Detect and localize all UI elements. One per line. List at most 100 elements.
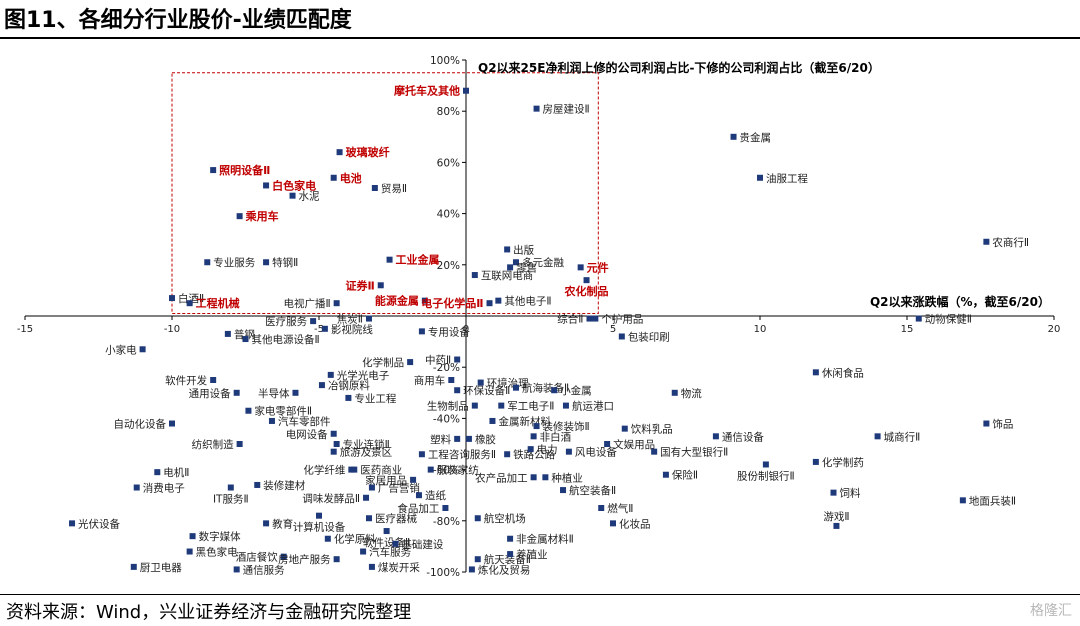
data-label: 饰品 <box>992 418 1013 431</box>
data-point <box>363 494 370 501</box>
data-point <box>598 505 605 511</box>
data-label: 生物制品 <box>427 400 469 413</box>
data-label: 化学纤维 <box>303 464 345 477</box>
data-point <box>336 149 343 156</box>
data-label: 航运港口 <box>572 400 614 413</box>
data-point <box>454 387 461 394</box>
data-point <box>427 466 434 473</box>
data-label: 造纸 <box>425 489 446 502</box>
y-tick-label: 20% <box>437 260 460 272</box>
data-label: 航海装备Ⅱ <box>522 382 569 395</box>
data-label: 服装家纺 <box>437 464 479 477</box>
data-point <box>463 87 469 94</box>
data-point <box>874 433 881 440</box>
data-label: 航空机场 <box>484 512 526 525</box>
x-tick-label: 10 <box>754 324 767 335</box>
data-label: 个护用品 <box>601 313 643 326</box>
data-label: 互联网电商 <box>481 269 534 282</box>
data-point <box>377 282 384 289</box>
data-label: 游戏Ⅱ <box>823 510 849 523</box>
data-label: 软件开发 <box>165 374 207 387</box>
data-point <box>712 433 719 440</box>
data-point <box>368 563 375 570</box>
data-point <box>224 330 231 337</box>
data-label: 房屋建设Ⅱ <box>543 103 590 116</box>
data-point <box>959 497 966 504</box>
data-label: 农产品加工 <box>475 471 528 484</box>
data-point <box>833 522 840 529</box>
data-label: 煤炭开采 <box>378 561 420 574</box>
data-label: 股份制银行Ⅱ <box>737 469 795 482</box>
data-label: 汽车服务 <box>369 546 411 559</box>
data-label: 影视院线 <box>331 323 373 336</box>
x-tick-label: -5 <box>314 324 324 335</box>
x-tick-label: 20 <box>1048 324 1061 335</box>
data-label: 电视广播Ⅱ <box>283 297 330 310</box>
data-label: 出版 <box>513 243 534 256</box>
data-label: 动物保健Ⅱ <box>925 313 972 326</box>
data-label: 铁路公路 <box>513 448 555 461</box>
data-point <box>254 481 261 488</box>
data-label: 中药Ⅱ <box>425 354 451 367</box>
data-label: 电力 <box>537 443 558 456</box>
data-label: 塑料 <box>430 433 451 446</box>
data-point <box>604 441 611 447</box>
data-label: 证券Ⅱ <box>345 278 374 292</box>
data-point <box>268 417 275 424</box>
data-label: 零售 <box>516 261 537 274</box>
data-point <box>245 407 252 414</box>
data-label: 专用设备 <box>428 325 470 338</box>
data-point <box>577 264 584 271</box>
data-point <box>507 551 514 558</box>
data-label: 调味发酵品Ⅱ <box>302 492 360 505</box>
data-label: 饮料乳品 <box>631 423 673 436</box>
data-point <box>236 441 243 447</box>
data-point <box>324 535 331 542</box>
data-label: 电机Ⅱ <box>163 466 189 479</box>
data-point <box>418 451 425 458</box>
data-point <box>318 382 325 389</box>
data-point <box>507 535 514 542</box>
data-point <box>410 476 417 483</box>
y-tick-label: 60% <box>437 157 460 169</box>
y-axis-label: Q2以来25E净利润上修的公司利润占比-下修的公司利润占比（截至6/20） <box>478 60 880 75</box>
data-point <box>133 484 140 491</box>
data-label: 商用车 <box>414 374 446 387</box>
data-point <box>421 297 428 304</box>
data-point <box>407 359 414 366</box>
data-point <box>542 474 549 481</box>
data-label: 专业服务 <box>213 256 255 269</box>
x-tick-label: 5 <box>610 324 616 335</box>
data-label: 燃气Ⅱ <box>607 502 633 515</box>
data-point <box>360 548 367 555</box>
data-point <box>498 402 505 409</box>
data-label: 油服工程 <box>766 172 808 185</box>
data-point <box>592 315 599 322</box>
data-label: 纺织制造 <box>192 438 234 451</box>
data-point <box>504 246 511 253</box>
data-point <box>345 394 352 401</box>
data-point <box>621 425 628 432</box>
data-label: 焦炭Ⅱ <box>337 313 363 326</box>
data-point <box>392 540 399 547</box>
data-point <box>471 272 478 279</box>
data-point <box>586 315 593 322</box>
data-label: 农化制品 <box>564 284 609 298</box>
data-point <box>186 548 193 555</box>
data-point <box>757 174 763 181</box>
data-label: 照明设备Ⅱ <box>219 163 270 177</box>
data-point <box>830 489 837 496</box>
data-label: 其他电源设备Ⅱ <box>252 333 320 346</box>
data-point <box>330 174 337 181</box>
data-label: 多元金融 <box>522 256 564 269</box>
data-point <box>333 441 340 447</box>
data-label: 工程咨询服务Ⅱ <box>428 448 496 461</box>
data-point <box>651 448 658 455</box>
data-point <box>560 487 567 494</box>
data-label: 非金属材料Ⅱ <box>516 533 574 546</box>
data-point <box>512 384 519 391</box>
data-point <box>762 461 769 468</box>
data-label: 工程机械 <box>196 296 240 310</box>
data-label: 房地产服务 <box>278 553 331 566</box>
data-label: 城商行Ⅱ <box>884 430 921 443</box>
